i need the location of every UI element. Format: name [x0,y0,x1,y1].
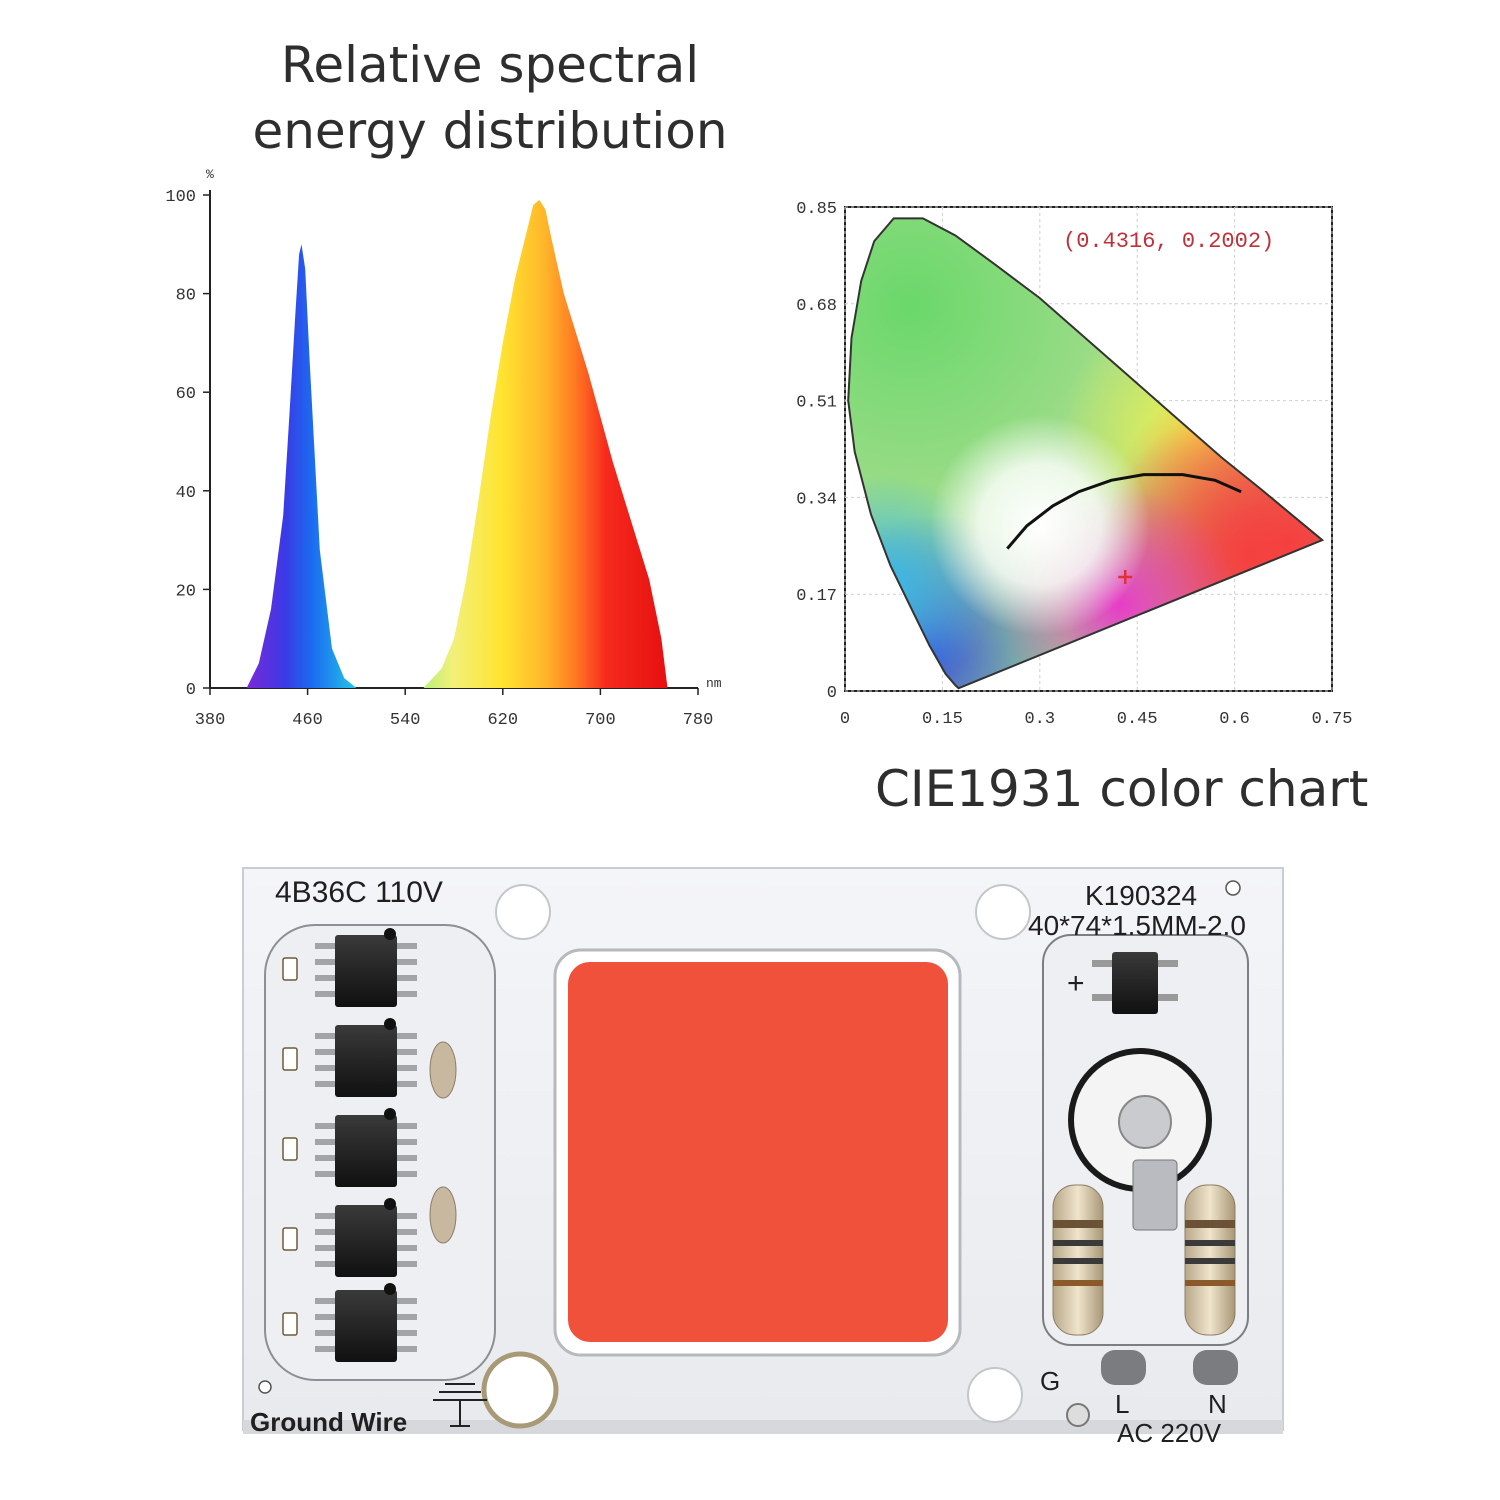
y-tick-label: 80 [176,287,196,306]
y-tick-label: 0.85 [796,200,837,219]
y-tick-label: 0.51 [796,394,837,413]
driver-ic [335,1290,397,1362]
x-tick-label: 0.45 [1117,710,1158,729]
mounting-hole [481,1351,559,1429]
rectifier-chip [1112,952,1158,1014]
y-tick-label: 0.34 [796,490,837,509]
driver-ic [335,1025,397,1097]
ground-wire-label: Ground Wire [250,1407,407,1437]
x-tick-label: 700 [585,711,616,730]
x-tick-label: 0 [840,710,850,729]
spectrum-title-line1: Relative spectral [280,36,700,94]
x-tick-label: 460 [292,711,323,730]
smd-resistor [282,1137,298,1161]
x-tick-label: 780 [683,711,714,730]
spectrum-y-unit: % [206,167,214,182]
x-tick-label: 0.15 [922,710,963,729]
y-tick-label: 0 [186,681,196,700]
x-tick-label: 380 [195,711,226,730]
y-tick-label: 20 [176,582,196,601]
smd-resistor [282,1312,298,1336]
x-tick-label: 620 [487,711,518,730]
y-tick-label: 40 [176,484,196,503]
g-label: G [1040,1366,1060,1396]
planckian-locus [1006,473,1242,550]
x-tick-label: 0.6 [1219,710,1250,729]
driver-ic [335,1205,397,1277]
cie-chart: (0.4316, 0.2002) 0 0.15 0.3 0.45 0.6 0.75 0 0.1… [796,200,1353,729]
mounting-hole [975,884,1031,940]
ground-symbol-icon [433,1383,487,1427]
spectrum-x-unit: nm [706,676,722,691]
spectrum-title-line2: energy distribution [252,102,728,160]
mounting-hole [495,884,551,940]
spectrum-title: Relative spectral energy distribution [0,32,980,164]
cob-led-board: 4B36C 110V K190324 40*74*1.5MM-2.0 Groun… [242,867,1284,1448]
capacitor [429,1186,457,1244]
small-hole [1225,880,1241,896]
y-tick-label: 60 [176,385,196,404]
led-emitter [568,962,948,1342]
l-label: L [1115,1389,1129,1419]
spectral-locus [847,217,1325,690]
small-hole [258,1380,272,1394]
plus-label: + [1067,967,1085,1000]
x-tick-label: 540 [390,711,421,730]
cie-title: CIE1931 color chart [875,760,1369,818]
smd-resistor [282,1047,298,1071]
y-tick-label: 0.17 [796,587,837,606]
y-tick-label: 0.68 [796,297,837,316]
x-tick-label: 0.3 [1024,710,1055,729]
board-model: 4B36C 110V [275,876,443,909]
driver-ic [335,935,397,1007]
spectrum-peak-area [423,199,668,688]
y-tick-label: 100 [165,188,196,207]
capacitor [429,1041,457,1099]
solder-pad-n [1193,1350,1238,1385]
ac-label: AC 220V [1117,1418,1222,1448]
smd-resistor [282,957,298,981]
chromaticity-point [1118,570,1133,585]
spectrum-chart: 380 460 540 620 700 780 0 20 40 60 80 100 % nm [165,167,722,730]
n-label: N [1208,1389,1227,1419]
cie-point-label: (0.4316, 0.2002) [1063,229,1274,254]
spectrum-peak-area [246,244,357,689]
smd-resistor [282,1227,298,1251]
board-code: K190324 [1085,880,1197,911]
driver-ic [335,1115,397,1187]
y-tick-label: 0 [827,684,837,703]
x-tick-label: 0.75 [1312,710,1353,729]
board-size: 40*74*1.5MM-2.0 [1028,910,1246,941]
solder-pad-l [1101,1350,1146,1385]
ground-pad [1066,1403,1090,1427]
mounting-hole [967,1367,1023,1423]
